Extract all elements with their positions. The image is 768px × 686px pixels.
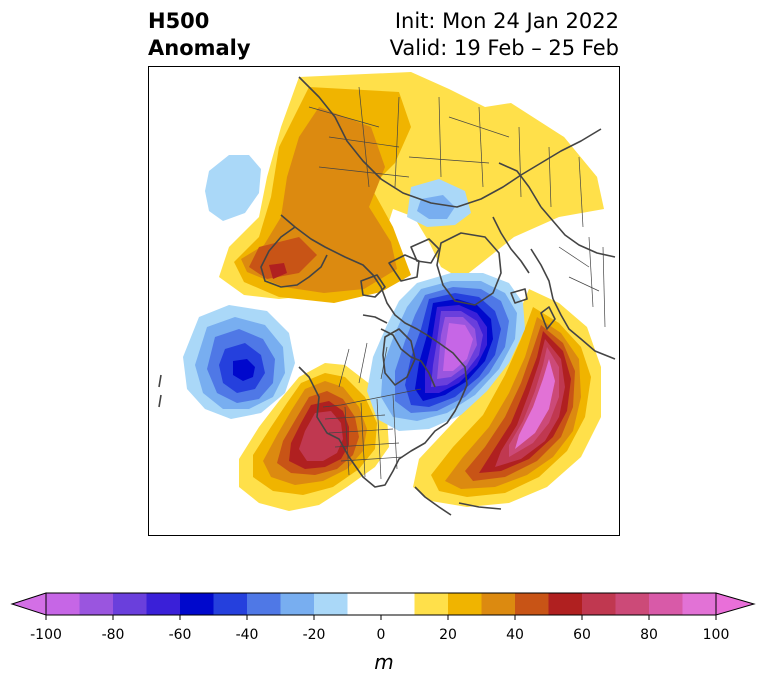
anomaly-map <box>148 66 620 536</box>
coastlines <box>158 76 616 516</box>
colorbar-segment <box>582 593 616 615</box>
colorbar-tick-label: 100 <box>702 627 730 643</box>
title-anomaly: Anomaly <box>148 36 251 60</box>
colorbar-segment <box>213 593 248 615</box>
colorbar-overflow-arrow <box>715 592 756 616</box>
valid-date: Valid: 19 Feb – 25 Feb <box>389 36 619 60</box>
colorbar-segment <box>79 593 114 615</box>
colorbar-segment <box>146 593 181 615</box>
colorbar-segment <box>314 593 348 615</box>
colorbar-tick-label: 60 <box>573 627 591 643</box>
colorbar-segment <box>414 593 449 615</box>
colorbar-tick-label: 20 <box>439 627 457 643</box>
colorbar-unit-label: m <box>374 650 394 674</box>
colorbar-segments <box>46 593 717 615</box>
colorbar-tick-label: -80 <box>101 627 125 643</box>
colorbar-tick-label: 0 <box>376 627 386 643</box>
colorbar-segment <box>481 593 516 615</box>
colorbar-segment <box>649 593 683 615</box>
colorbar-underflow-arrow <box>10 592 47 616</box>
colorbar-tick-label: 80 <box>640 627 658 643</box>
colorbar-tick-label: -40 <box>235 627 259 643</box>
negative-anomaly-fill <box>183 155 525 431</box>
colorbar-segment <box>247 593 281 615</box>
colorbar-tick-label: 40 <box>506 627 524 643</box>
colorbar-segment <box>615 593 650 615</box>
colorbar-tick-label: -60 <box>168 627 192 643</box>
colorbar-segment <box>448 593 482 615</box>
anomaly-contour-60 <box>269 263 287 279</box>
colorbar-segment <box>46 593 80 615</box>
colorbar-tick-label: -20 <box>302 627 326 643</box>
colorbar-segment <box>548 593 583 615</box>
colorbar-segment <box>682 593 717 615</box>
map-title: H500 Anomaly <box>148 8 251 62</box>
colorbar-segment <box>280 593 315 615</box>
init-date: Init: Mon 24 Jan 2022 <box>394 9 619 33</box>
anomaly-contour-50 <box>249 237 317 279</box>
map-dates: Init: Mon 24 Jan 2022 Valid: 19 Feb – 25… <box>390 8 619 62</box>
colorbar-segment <box>180 593 214 615</box>
pacific-low-small <box>205 155 261 221</box>
colorbar-tick-label: -100 <box>30 627 62 643</box>
map-canvas <box>158 72 616 516</box>
colorbar <box>10 592 756 620</box>
title-variable: H500 <box>148 9 210 33</box>
colorbar-ticks <box>45 615 717 620</box>
colorbar-segment <box>347 593 415 615</box>
political-borders <box>308 86 606 480</box>
colorbar-segment <box>113 593 147 615</box>
colorbar-segment <box>515 593 549 615</box>
